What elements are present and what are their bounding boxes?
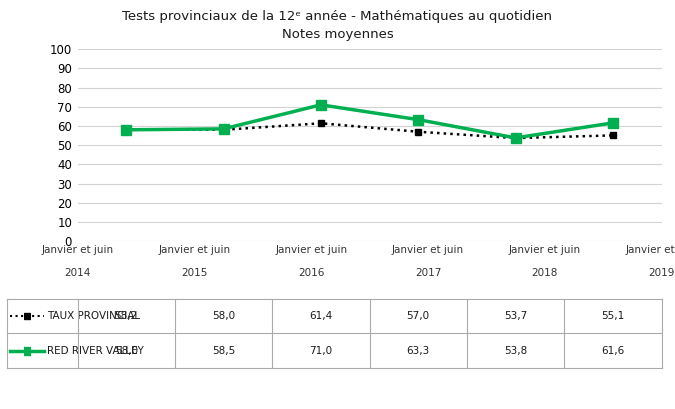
Text: 55,1: 55,1	[601, 311, 624, 321]
Text: 58,5: 58,5	[212, 346, 235, 356]
Text: 2019: 2019	[648, 268, 675, 278]
Text: RED RIVER VALLEY: RED RIVER VALLEY	[47, 346, 144, 356]
Text: Janvier et juin: Janvier et juin	[275, 245, 347, 255]
Text: 2016: 2016	[298, 268, 325, 278]
Text: TAUX PROVINCIAL: TAUX PROVINCIAL	[47, 311, 140, 321]
Text: 61,6: 61,6	[601, 346, 624, 356]
Text: 58,0: 58,0	[115, 346, 138, 356]
Text: 71,0: 71,0	[309, 346, 333, 356]
Text: 58,2: 58,2	[115, 311, 138, 321]
Text: 2014: 2014	[64, 268, 91, 278]
Text: Janvier et juin: Janvier et juin	[626, 245, 675, 255]
Text: Janvier et juin: Janvier et juin	[42, 245, 113, 255]
Text: 2017: 2017	[414, 268, 441, 278]
Text: Tests provinciaux de la 12ᵉ année - Mathématiques au quotidien
Notes moyennes: Tests provinciaux de la 12ᵉ année - Math…	[122, 10, 553, 41]
Text: Janvier et juin: Janvier et juin	[509, 245, 580, 255]
Text: 63,3: 63,3	[406, 346, 430, 356]
Text: 61,4: 61,4	[309, 311, 333, 321]
Text: 58,0: 58,0	[212, 311, 235, 321]
Text: Janvier et juin: Janvier et juin	[159, 245, 230, 255]
Text: 57,0: 57,0	[406, 311, 430, 321]
Text: 53,8: 53,8	[504, 346, 527, 356]
Text: 2018: 2018	[531, 268, 558, 278]
Text: 53,7: 53,7	[504, 311, 527, 321]
Text: Janvier et juin: Janvier et juin	[392, 245, 464, 255]
Text: 2015: 2015	[181, 268, 208, 278]
